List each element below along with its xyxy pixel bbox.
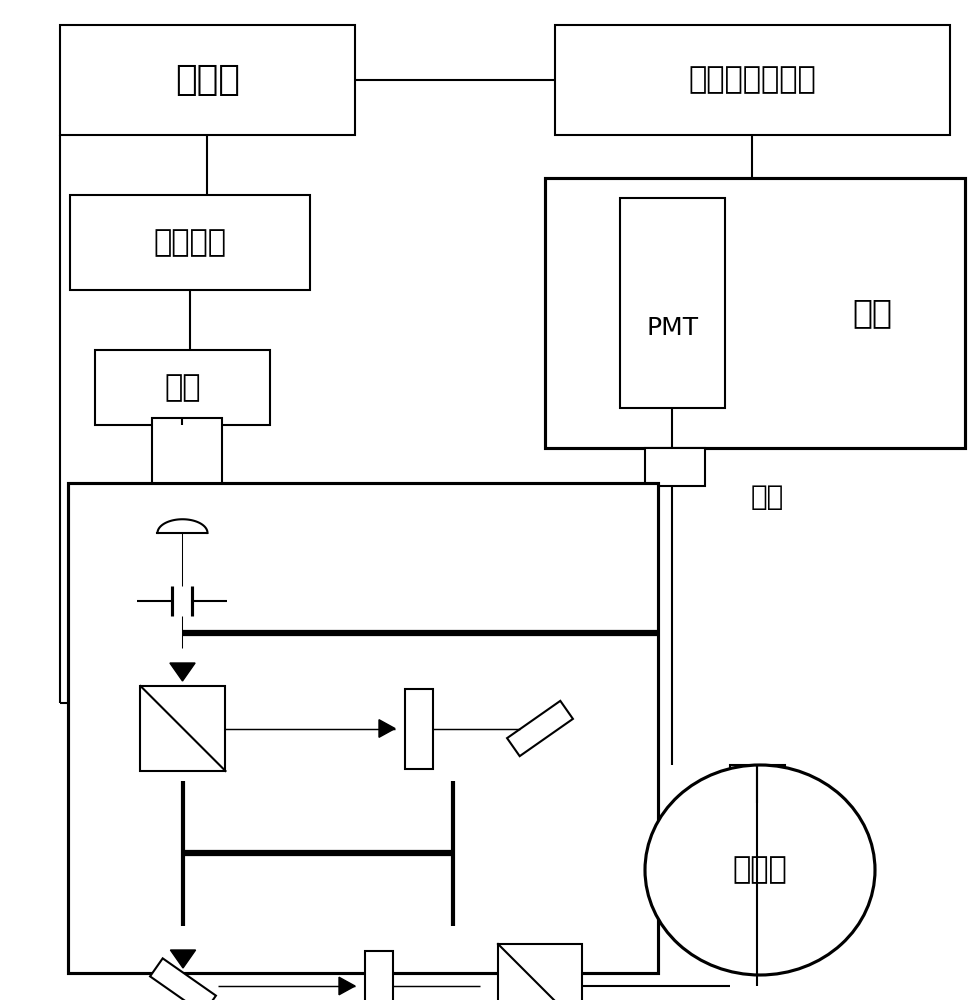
Bar [498,944,581,1000]
Text: 测试电子学系统: 测试电子学系统 [688,66,816,95]
Bar [555,25,949,135]
Bar [141,686,225,771]
Text: 积分球: 积分球 [732,855,786,884]
Bar [730,765,784,803]
Bar [152,418,222,483]
Bar [70,195,310,290]
Bar [545,178,964,448]
Text: PMT: PMT [645,316,698,340]
Text: 光纤: 光纤 [750,483,783,511]
Bar [645,448,704,486]
Bar [405,688,432,768]
Bar [619,198,725,408]
Bar [95,350,270,425]
Polygon shape [338,977,355,995]
Text: 计算机: 计算机 [175,63,240,97]
Polygon shape [378,720,394,737]
Bar [60,25,355,135]
Ellipse shape [645,765,874,975]
Polygon shape [150,958,216,1000]
Bar [67,483,657,973]
Bar [365,951,392,1000]
Text: 暗筱: 暗筱 [852,296,892,330]
Polygon shape [170,950,196,968]
Text: 光源驱动: 光源驱动 [154,228,226,257]
Text: 光源: 光源 [164,373,200,402]
Polygon shape [507,701,572,756]
Polygon shape [170,663,195,681]
